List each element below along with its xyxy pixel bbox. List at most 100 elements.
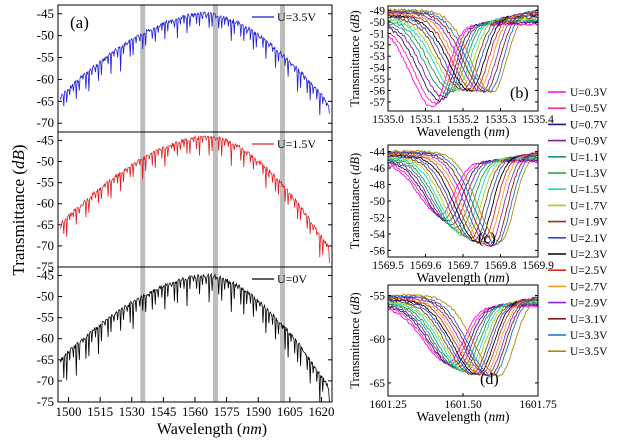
voltage-curve-U=3.5V	[387, 149, 539, 243]
legend-label: U=0.7V	[570, 119, 608, 131]
x-tick-label: 1560	[182, 404, 208, 419]
voltage-curve-U=2.5V	[387, 297, 539, 376]
voltage-legend: U=0.3V U=0.5V U=0.7V U=0.9V U=1.1V U=1.3V U=1.…	[548, 87, 608, 358]
y-tick-label: -57	[370, 97, 386, 109]
x-tick-label: 1515	[87, 404, 113, 419]
spectrum-line-U=0V	[59, 272, 330, 403]
voltage-curve-U=2.7V	[387, 152, 539, 246]
y-tick-label: -60	[370, 334, 386, 346]
x-axis-label: Wavelength (nm)	[416, 124, 509, 139]
panel-b: -49-50-51-52-53-54-55-56-57 1535.0 1535.1 1…	[348, 5, 554, 139]
x-tick-label: 1535.0	[372, 114, 404, 126]
voltage-curve-U=0.3V	[387, 160, 538, 216]
legend-label: U=2.1V	[570, 233, 608, 245]
voltage-curve-U=2.7V	[387, 11, 539, 93]
x-tick-label: 1535.4	[522, 114, 554, 126]
spectrum-line-U=1.5V	[59, 135, 330, 263]
legend-label: U=3.5V	[570, 346, 608, 358]
y-tick-label: -56	[370, 245, 386, 257]
y-tick-label: -60	[37, 196, 54, 211]
x-tick-label: 1605	[277, 404, 303, 419]
voltage-curve-U=3.5V	[387, 8, 539, 94]
y-tick-label: -55	[370, 290, 386, 302]
y-tick-label: -55	[37, 50, 54, 65]
x-tick-label: 1575	[214, 404, 240, 419]
x-tick-label: 1569.6	[410, 260, 442, 272]
x-tick-label: 1601.25	[369, 399, 407, 411]
y-tick-label: -55	[37, 175, 54, 190]
x-tick-label: 1530	[119, 404, 145, 419]
panel-a-x-axis-label: Wavelength (nm)	[157, 421, 267, 438]
panel-a-x-ticks: 1500 1515 1530 1545 1560 1575 1590 1605 1620	[56, 397, 334, 419]
voltage-curve-U=0.7V	[387, 159, 539, 222]
highlight-band	[140, 5, 146, 402]
y-tick-label: -65	[370, 378, 386, 390]
legend-label: U=2.9V	[570, 298, 608, 310]
x-tick-label: 1569.9	[522, 260, 554, 272]
panel-d: -55 -60 -65 1601.25 1601.50 1601.75 Wavelength…	[348, 284, 557, 424]
panel-a-label: (a)	[70, 13, 89, 32]
legend-label: U=0.5V	[570, 103, 608, 115]
y-tick-label: -52	[370, 212, 386, 224]
voltage-curve-U=2.5V	[387, 153, 539, 245]
y-tick-label: -52	[370, 40, 386, 52]
y-tick-label: -45	[37, 132, 54, 147]
y-tick-label: -44	[370, 147, 386, 159]
y-tick-label: -55	[37, 310, 54, 325]
y-tick-label: -55	[370, 74, 386, 86]
legend-label: U=1.7V	[570, 200, 608, 212]
panel-a: -45 -50 -55 -60 -65 -70 U=3.5V -45 -50 -55 -60 -65…	[9, 4, 334, 438]
voltage-curve-U=0.9V	[387, 158, 539, 226]
x-tick-label: 1569.8	[485, 260, 517, 272]
y-tick-label: -45	[37, 267, 54, 282]
voltage-curve-U=2.9V	[387, 295, 539, 377]
x-tick-label: 1620	[308, 404, 334, 419]
x-tick-label: 1535.3	[485, 114, 517, 126]
voltage-curve-U=2.1V	[387, 154, 539, 243]
x-tick-label: 1535.2	[447, 114, 479, 126]
x-tick-label: 1500	[56, 404, 82, 419]
y-tick-label: -50	[37, 154, 54, 169]
y-tick-label: -50	[37, 28, 54, 43]
voltage-curve-U=1.7V	[387, 299, 539, 375]
voltage-curve-U=2.7V	[387, 296, 539, 376]
series-legend-label: U=3.5V	[277, 10, 316, 24]
y-axis-label: Transmittance (dB)	[348, 10, 362, 106]
voltage-curve-U=0.9V	[387, 20, 539, 98]
y-tick-label: -50	[37, 289, 54, 304]
legend-label: U=2.3V	[570, 249, 608, 261]
x-tick-label: 1569.7	[447, 260, 479, 272]
legend-label: U=3.3V	[570, 330, 608, 342]
y-tick-label: -75	[37, 259, 54, 274]
x-tick-label: 1590	[245, 404, 271, 419]
y-tick-label: -54	[370, 229, 386, 241]
x-tick-label: 1601.75	[519, 399, 557, 411]
legend-label: U=2.5V	[570, 265, 608, 277]
series-legend-label: U=1.5V	[277, 137, 316, 151]
voltage-curve-U=2.3V	[387, 297, 539, 376]
y-tick-label: -56	[370, 85, 386, 97]
voltage-curve-U=3.1V	[387, 295, 539, 377]
panel-a-middle-plot: -45 -50 -55 -60 -65 -70 -75 U=1.5V	[37, 131, 333, 274]
y-tick-label: -50	[370, 196, 386, 208]
y-tick-label: -54	[370, 63, 386, 75]
voltage-curve-U=0.5V	[387, 21, 539, 105]
y-tick-label: -48	[370, 180, 386, 192]
highlight-band	[279, 5, 285, 402]
legend-label: U=0.9V	[570, 136, 608, 148]
y-tick-label: -45	[37, 6, 54, 21]
y-tick-label: -70	[37, 115, 54, 130]
voltage-curve-U=3.1V	[387, 10, 539, 93]
panel-c: -44 -46 -48 -50 -52 -54 -56 1569.5 1569.6 1569.7 1…	[348, 144, 554, 285]
panel-a-y-axis-label: Transmittance (dB)	[9, 144, 28, 275]
legend-label: U=2.7V	[570, 281, 608, 293]
legend-label: U=0.3V	[570, 87, 608, 99]
voltage-curve-U=3.5V	[387, 293, 539, 378]
x-axis-label: Wavelength (nm)	[416, 270, 509, 285]
y-tick-label: -50	[370, 17, 386, 29]
panel-a-bottom-plot: -45 -50 -55 -60 -65 -70 -75 U=0V	[37, 266, 333, 409]
y-tick-label: -60	[37, 71, 54, 86]
voltage-curve-U=3.3V	[387, 8, 539, 93]
y-axis-label: Transmittance (dB)	[348, 292, 362, 388]
